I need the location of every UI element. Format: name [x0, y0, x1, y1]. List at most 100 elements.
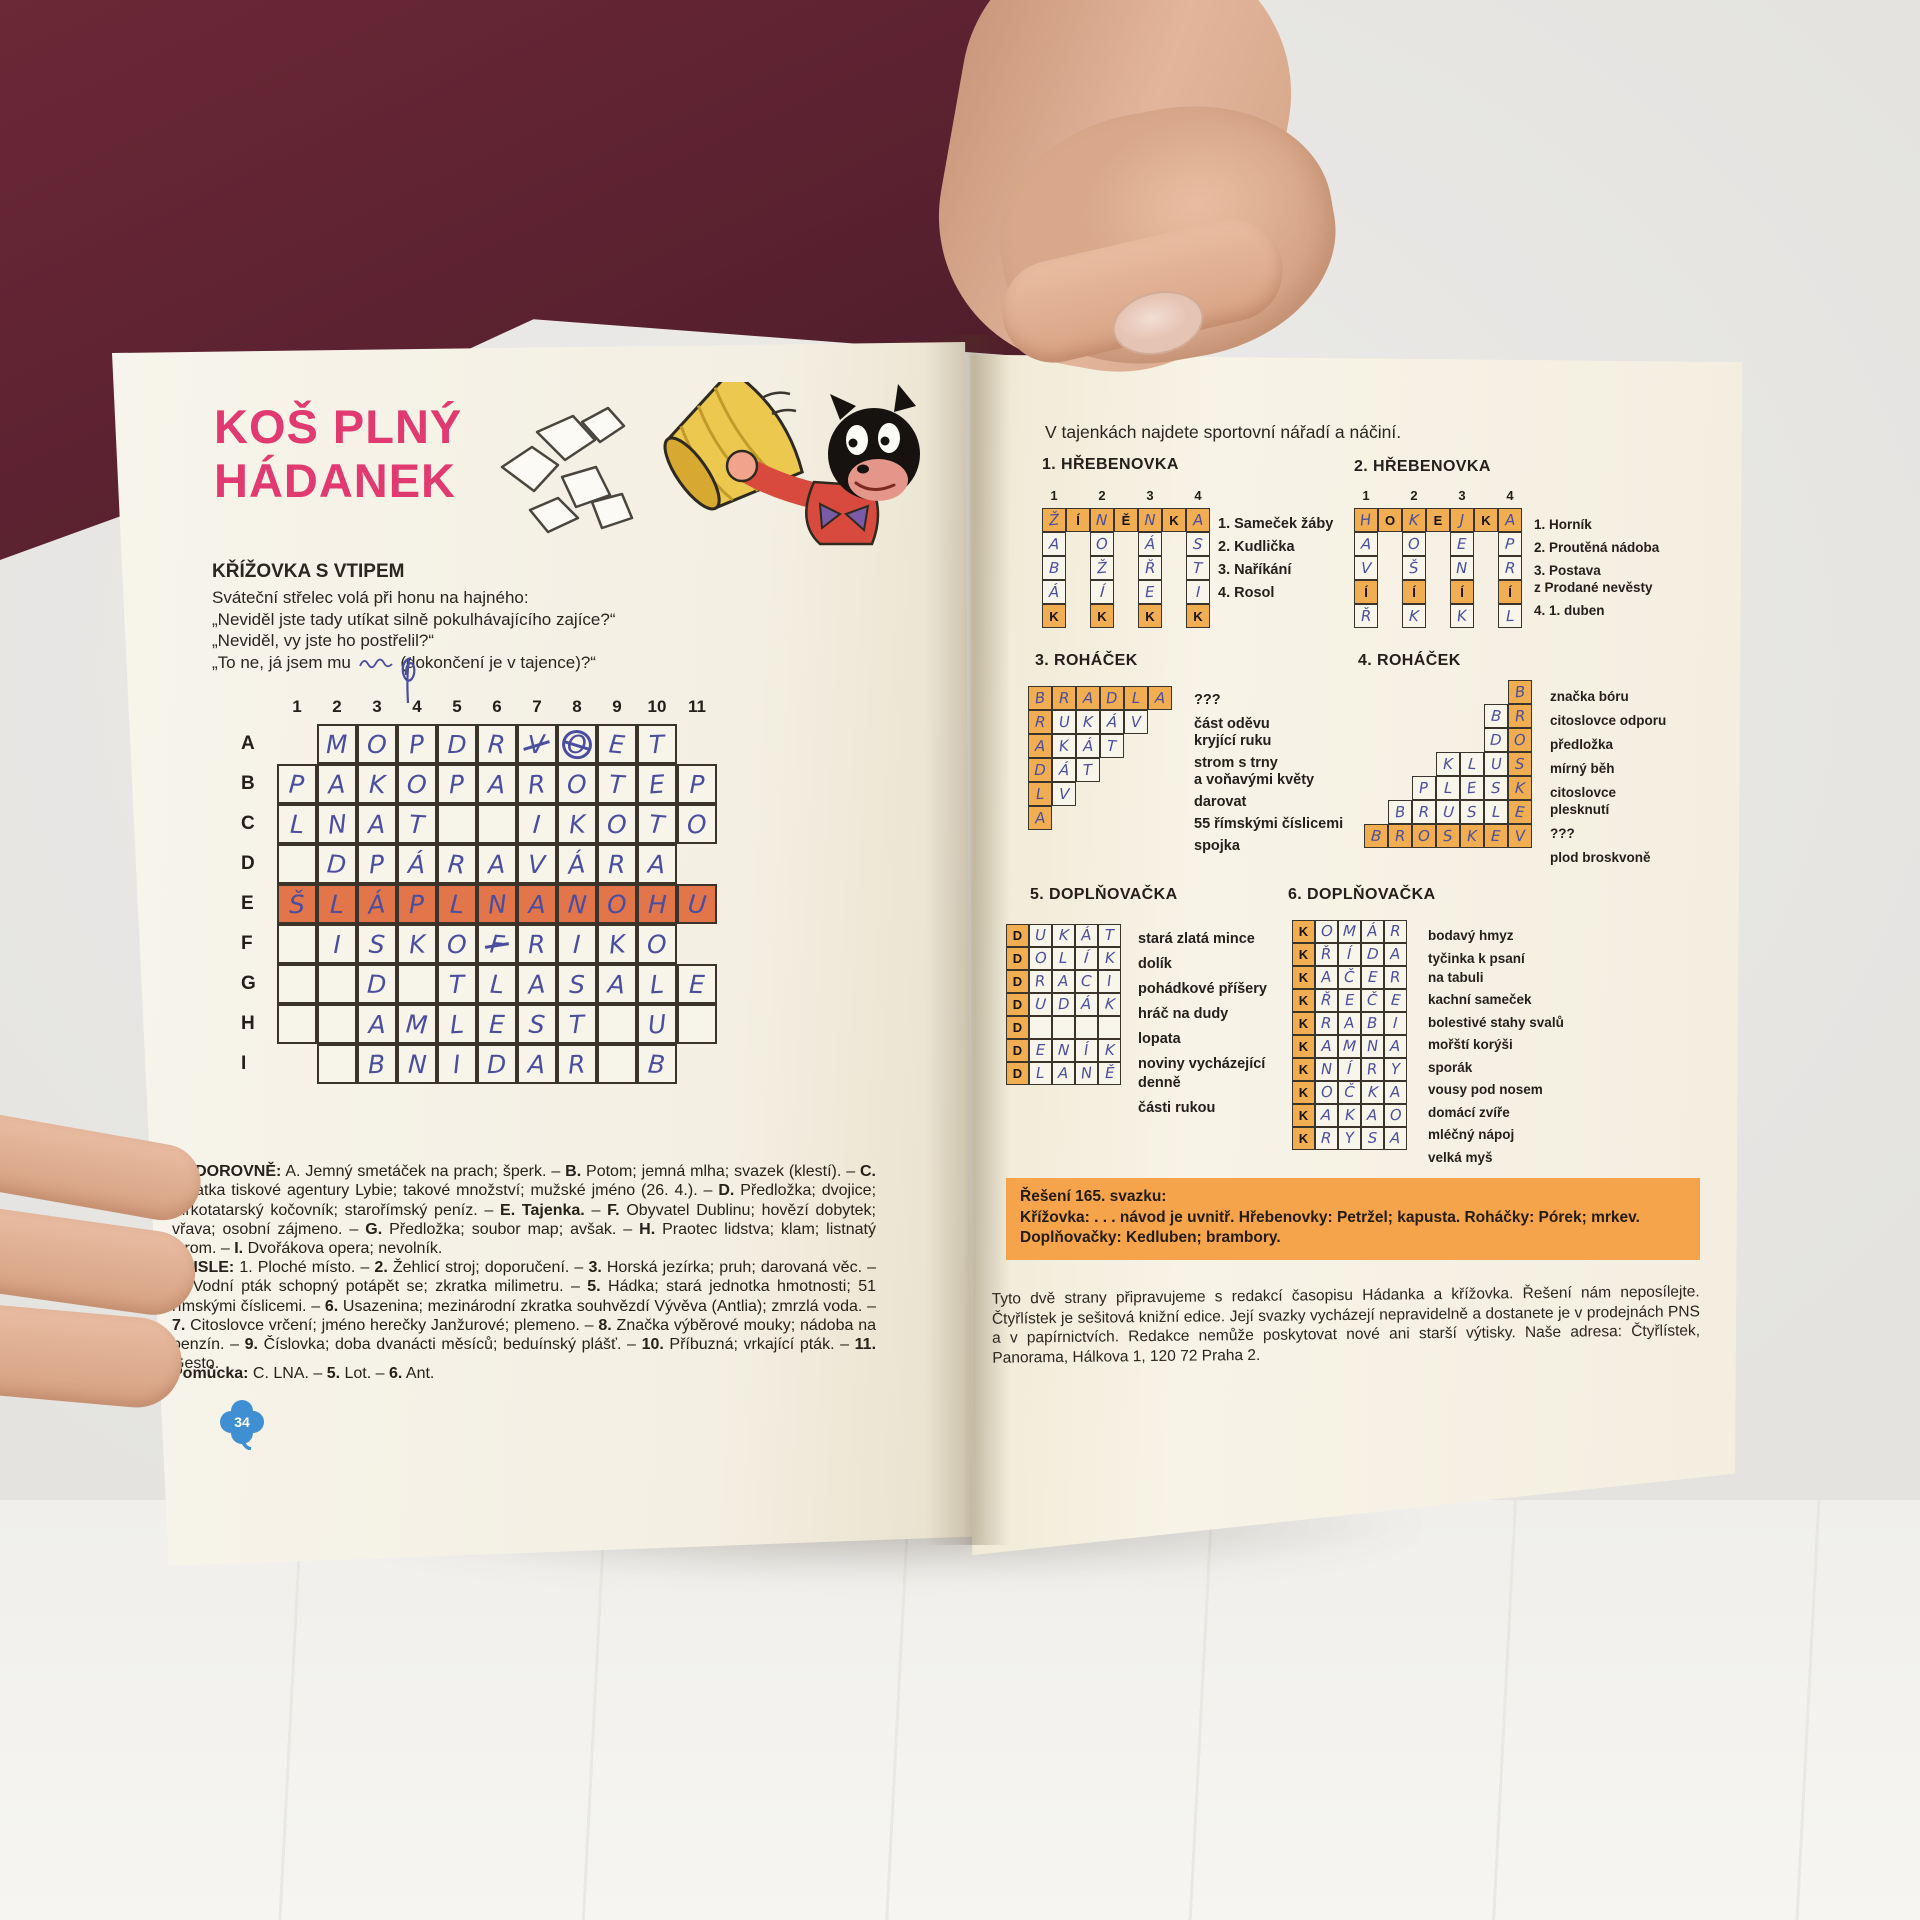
crossword-cell: R [437, 844, 477, 884]
crossword-cell: P [277, 764, 317, 804]
puzzle-cell: U [1029, 993, 1052, 1016]
puzzle-cell: E [1384, 989, 1407, 1012]
puzzle-cell: A [1498, 508, 1522, 532]
handwritten-letter: U [1441, 802, 1455, 821]
handwritten-letter: Á [1080, 925, 1093, 945]
puzzle-cell: S [1186, 532, 1210, 556]
row-label: B [241, 773, 255, 794]
puzzle-cell: L [1436, 776, 1460, 800]
printed-letter: O [1384, 512, 1396, 528]
handwritten-letter: S [1491, 778, 1501, 797]
puzzle-cell: Ř [1138, 556, 1162, 580]
crossword-cell: P [397, 724, 437, 764]
puzzle-cell: A [1042, 532, 1066, 556]
handwritten-letter: R [527, 929, 547, 959]
handwritten-letter: L [329, 889, 345, 919]
puzzle-cell: E [1450, 532, 1474, 556]
handwritten-letter: E [607, 728, 627, 760]
handwritten-letter: E [1144, 582, 1156, 601]
handwritten-letter: Á [1082, 736, 1094, 755]
row-label: D [241, 853, 255, 874]
handwritten-letter: K [408, 929, 426, 959]
handwritten-letter: M [325, 729, 349, 759]
puzzle-cell: U [1052, 710, 1076, 734]
crossword-cell: D [437, 724, 477, 764]
puzzle-cell: L [1498, 604, 1522, 628]
puzzle-cell: L [1460, 752, 1484, 776]
handwritten-letter: A [1390, 944, 1401, 964]
clover-logo: 34 [220, 1400, 264, 1450]
puzzle-cell: R [1315, 1127, 1338, 1150]
puzzle-cell: N [1075, 1062, 1098, 1085]
handwritten-letter: A [1367, 1105, 1378, 1125]
handwritten-letter: K [1514, 778, 1526, 797]
handwritten-letter: O [1388, 1105, 1403, 1125]
handwritten-letter: A [327, 769, 347, 799]
handwritten-letter: T [648, 729, 666, 759]
handwritten-letter: E [1457, 534, 1467, 553]
puzzle-cell [1029, 1016, 1052, 1039]
handwritten-letter: D [1034, 760, 1046, 779]
puzzle-cell: K [1292, 966, 1315, 989]
puzzle-cell: D [1361, 943, 1384, 966]
handwritten-letter: A [1389, 1082, 1402, 1102]
handwritten-letter: O [1513, 730, 1527, 749]
puzzle-6-clues: bodavý hmyz tyčinka k psaní na tabuli kach… [1428, 926, 1608, 1170]
printed-letter: E [1433, 512, 1443, 528]
clue-item: strom s trny a voňavými květy [1194, 755, 1315, 788]
puzzle-cell: M [1338, 920, 1361, 943]
puzzle-cell: O [1378, 508, 1402, 532]
crossword-cell: A [517, 884, 557, 924]
puzzles-intro: V tajenkách najdete sportovní nářadí a n… [1045, 422, 1402, 442]
handwritten-letter: N [1095, 510, 1109, 529]
crossword-cell: P [437, 764, 477, 804]
puzzle-cell: D [1052, 993, 1075, 1016]
handwritten-letter: O [1034, 948, 1047, 968]
handwritten-letter: A [607, 968, 627, 1000]
puzzle-cell: Ž [1090, 556, 1114, 580]
puzzle-cell: K [1162, 508, 1186, 532]
handwritten-letter: E [1514, 802, 1526, 821]
puzzle-cell: K [1460, 824, 1484, 848]
printed-letter: D [1012, 1066, 1023, 1081]
puzzle-4-heading: 4. ROHÁČEK [1358, 652, 1461, 669]
handwritten-letter: E [488, 1009, 506, 1039]
handwritten-letter: Ě [1104, 1063, 1115, 1083]
puzzle-cell: A [1315, 1035, 1338, 1058]
crossword-cell: D [357, 964, 397, 1004]
handwritten-letter: M [1342, 921, 1357, 941]
crossword-cell: Á [357, 884, 397, 924]
handwritten-letter: R [1034, 971, 1047, 991]
clue-item: noviny vycházející denně [1138, 1056, 1266, 1091]
puzzle-cell: A [1315, 1104, 1338, 1127]
cat-illustration [500, 382, 920, 546]
clue-item: 2. Proutěná nádoba [1534, 540, 1660, 555]
crossword-cell: H [637, 884, 677, 924]
handwritten-letter: Í [1099, 582, 1105, 601]
printed-letter: K [1298, 1039, 1309, 1054]
handwritten-letter: I [532, 809, 542, 839]
crossword-cell: O [557, 764, 597, 804]
col-number: 4 [1506, 488, 1514, 503]
handwritten-letter: Ř [1360, 606, 1372, 625]
handwritten-letter: A [487, 769, 507, 799]
handwritten-letter: B [647, 1048, 667, 1080]
handwritten-letter: D [366, 969, 388, 999]
crossword-cell: I [437, 1044, 477, 1084]
puzzle-cell: Ě [1114, 508, 1138, 532]
handwritten-letter: M [405, 1008, 429, 1040]
crossword-cell: N [477, 884, 517, 924]
puzzle-6-heading: 6. DOPLŇOVAČKA [1288, 886, 1436, 903]
puzzle-cell: H [1354, 508, 1378, 532]
puzzle-cell: K [1450, 604, 1474, 628]
handwritten-letter: P [368, 849, 386, 879]
puzzle-cell: T [1100, 734, 1124, 758]
handwritten-letter: U [1034, 925, 1047, 945]
puzzle-cell: Ř [1315, 943, 1338, 966]
puzzle-cell: R [1361, 1058, 1384, 1081]
handwritten-letter: O [405, 768, 429, 800]
crossword-cell: T [437, 964, 477, 1004]
handwritten-letter: A [1154, 688, 1166, 707]
crossword-cell: Á [557, 844, 597, 884]
col-number: 6 [492, 697, 502, 716]
